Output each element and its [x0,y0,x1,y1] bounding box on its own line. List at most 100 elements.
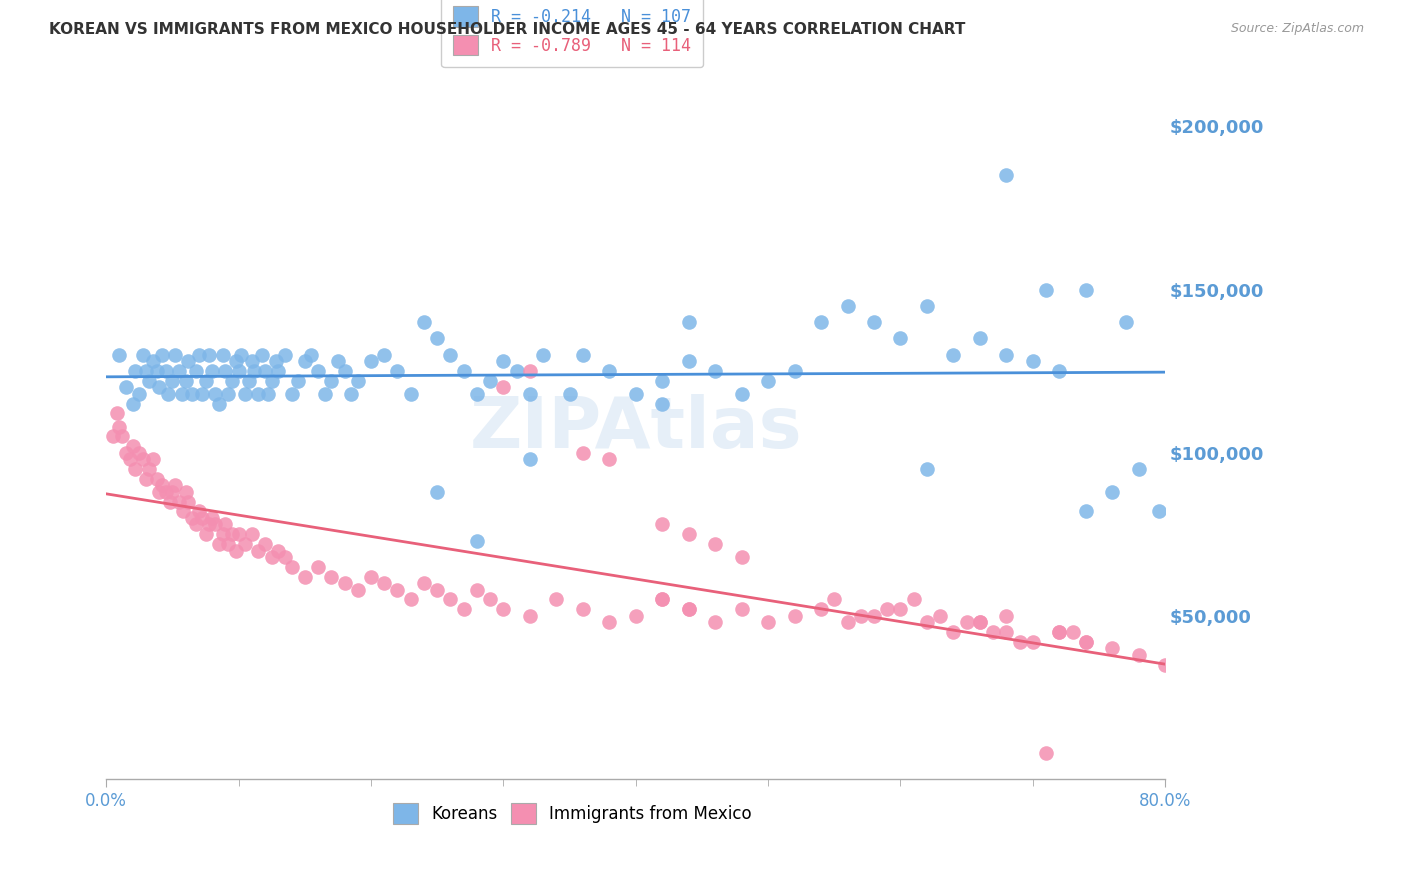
Point [194,527,217,541]
Point [453,602,475,616]
Point [138,374,160,388]
Point [120,452,142,467]
Point [678,527,700,541]
Point [198,348,221,362]
Point [214,364,236,378]
Point [849,608,872,623]
Point [1154,657,1177,672]
Point [267,543,290,558]
Point [228,527,250,541]
Point [903,592,925,607]
Point [492,354,515,368]
Point [756,615,779,630]
Point [783,364,806,378]
Point [260,374,283,388]
Point [519,608,541,623]
Point [204,517,226,532]
Point [204,387,226,401]
Point [1101,641,1123,656]
Point [321,374,343,388]
Point [678,354,700,368]
Point [167,494,190,508]
Point [823,592,845,607]
Point [181,387,204,401]
Point [360,569,382,583]
Point [373,348,395,362]
Point [876,602,898,616]
Point [810,315,832,329]
Point [1022,354,1045,368]
Point [172,504,194,518]
Point [135,364,157,378]
Point [214,517,236,532]
Point [211,527,233,541]
Point [174,374,197,388]
Point [187,348,209,362]
Point [155,484,177,499]
Point [247,387,270,401]
Point [439,592,461,607]
Text: Source: ZipAtlas.com: Source: ZipAtlas.com [1230,22,1364,36]
Point [217,387,239,401]
Point [238,374,260,388]
Point [942,348,965,362]
Point [165,348,187,362]
Point [194,374,217,388]
Point [969,615,991,630]
Point [863,608,886,623]
Point [571,602,593,616]
Point [413,315,436,329]
Point [439,348,461,362]
Point [678,602,700,616]
Point [346,582,368,597]
Point [108,348,131,362]
Point [177,354,200,368]
Point [756,374,779,388]
Point [399,592,422,607]
Point [198,517,221,532]
Point [252,348,274,362]
Point [321,569,343,583]
Point [157,387,180,401]
Point [159,494,181,508]
Point [148,380,170,394]
Point [150,478,173,492]
Point [837,615,859,630]
Point [1074,283,1097,297]
Point [399,387,422,401]
Point [546,592,568,607]
Point [228,364,250,378]
Point [221,374,243,388]
Point [267,364,290,378]
Point [294,354,316,368]
Point [981,625,1004,640]
Point [115,380,138,394]
Point [254,537,277,551]
Point [810,602,832,616]
Point [465,387,488,401]
Point [413,576,436,591]
Point [519,387,541,401]
Point [479,374,502,388]
Point [1047,625,1070,640]
Point [208,537,231,551]
Point [915,462,938,476]
Point [187,504,209,518]
Point [264,354,287,368]
Point [995,608,1018,623]
Point [221,527,243,541]
Point [233,387,256,401]
Point [274,348,297,362]
Point [287,374,309,388]
Point [531,348,554,362]
Point [155,364,177,378]
Point [929,608,952,623]
Point [145,364,167,378]
Point [148,484,170,499]
Point [307,364,329,378]
Point [1128,462,1150,476]
Point [704,615,727,630]
Point [915,299,938,313]
Point [174,484,197,499]
Point [240,354,263,368]
